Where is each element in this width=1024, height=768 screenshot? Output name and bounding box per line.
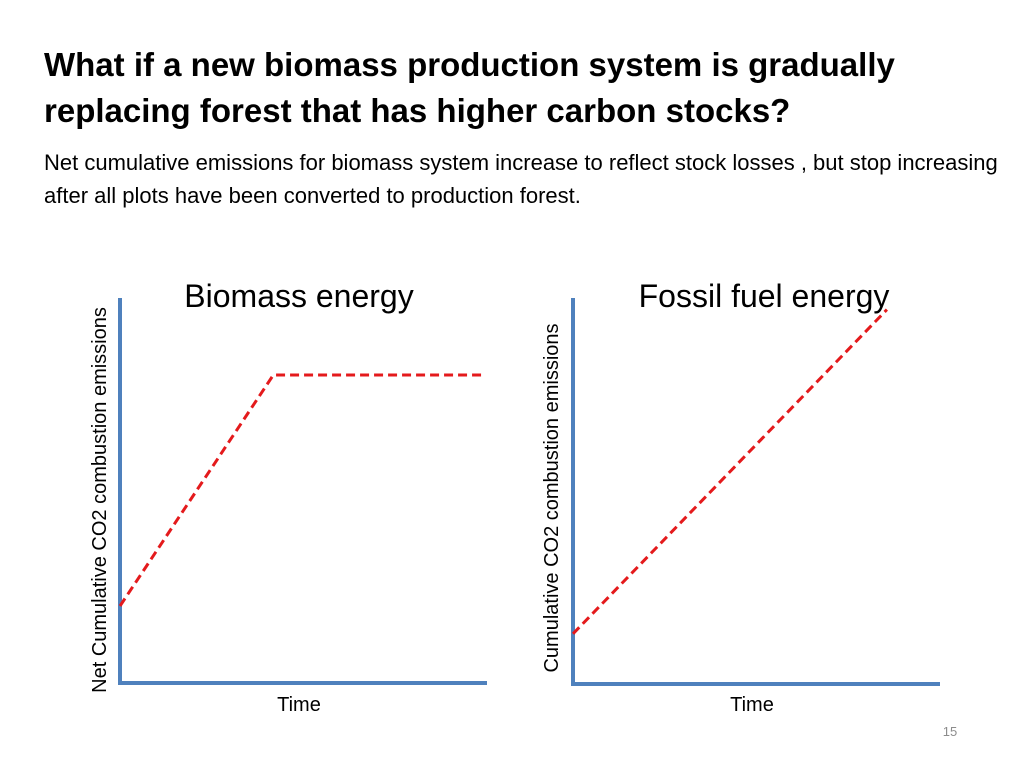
chart-title: Biomass energy [184, 278, 413, 314]
page-number: 15 [942, 724, 958, 739]
y-axis-label: Cumulative CO2 combustion emissions [541, 323, 563, 672]
biomass-energy-chart: Biomass energy Net Cumulative CO2 combus… [89, 278, 487, 716]
y-axis-label: Net Cumulative CO2 combustion emissions [89, 307, 111, 693]
slide-subtitle: Net cumulative emissions for biomass sys… [44, 150, 998, 208]
x-axis-label: Time [277, 694, 321, 716]
series-line [118, 373, 485, 607]
chart-title: Fossil fuel energy [639, 278, 890, 314]
series-line [571, 308, 888, 635]
fossil-fuel-energy-chart: Fossil fuel energy Cumulative CO2 combus… [541, 278, 940, 716]
slide-title: What if a new biomass production system … [44, 46, 895, 129]
x-axis-label: Time [730, 694, 774, 716]
